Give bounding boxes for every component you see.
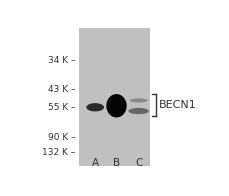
Text: B: B [113,158,120,168]
Text: 132 K –: 132 K – [42,148,76,157]
Text: A: A [92,158,99,168]
Ellipse shape [128,108,149,114]
Ellipse shape [130,98,147,103]
Text: 90 K –: 90 K – [48,133,76,142]
Text: BECN1: BECN1 [159,100,197,110]
Ellipse shape [106,94,127,117]
FancyBboxPatch shape [79,28,150,166]
Text: C: C [135,158,142,168]
Text: 34 K –: 34 K – [48,56,76,65]
Text: 55 K –: 55 K – [48,103,76,112]
Ellipse shape [86,103,104,112]
Text: 43 K –: 43 K – [48,85,76,94]
